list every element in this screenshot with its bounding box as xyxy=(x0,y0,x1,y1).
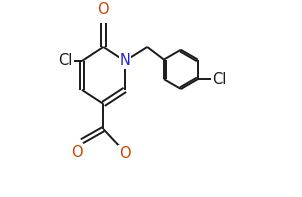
Text: Cl: Cl xyxy=(59,53,73,69)
Text: O: O xyxy=(72,145,83,160)
Text: Cl: Cl xyxy=(212,72,226,87)
Text: N: N xyxy=(119,53,130,69)
Text: O: O xyxy=(119,146,131,161)
Text: O: O xyxy=(98,2,109,17)
